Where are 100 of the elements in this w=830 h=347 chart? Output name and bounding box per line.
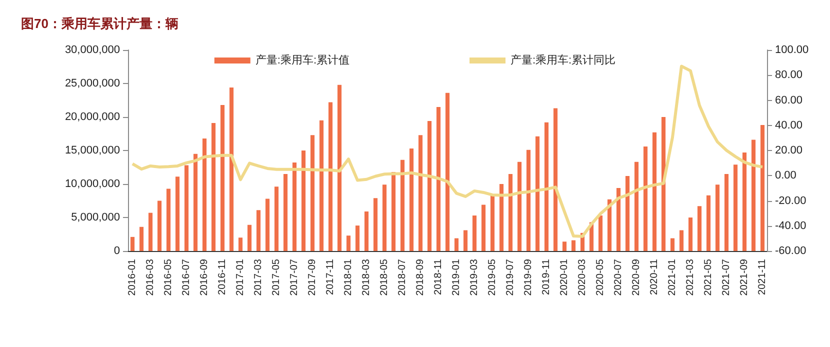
bar	[130, 236, 135, 251]
x-tick-label: 2016-07	[181, 258, 192, 296]
bar	[175, 176, 180, 251]
bar	[697, 206, 702, 251]
bar	[472, 215, 477, 251]
x-tick-label: 2019-05	[487, 258, 498, 296]
legend-label: 产量:乘用车:累计值	[255, 54, 350, 66]
x-tick-label: 2020-03	[577, 258, 588, 296]
bar	[562, 242, 567, 251]
x-tick-label: 2017-01	[235, 258, 246, 296]
bar	[733, 164, 738, 251]
bar	[553, 108, 558, 251]
bar	[463, 230, 468, 251]
x-tick-label: 2020-07	[613, 258, 624, 296]
y-tick-label: 25,000,000	[64, 78, 120, 90]
x-tick-label: 2018-05	[379, 258, 390, 296]
bar	[373, 198, 378, 251]
bar	[337, 84, 342, 251]
bar	[310, 135, 315, 251]
bar	[193, 154, 198, 251]
y-tick-label: 0	[114, 245, 120, 257]
y-tick-label: 15,000,000	[64, 144, 120, 156]
x-tick-label: 2019-11	[541, 258, 552, 295]
bar	[364, 211, 369, 251]
bar	[418, 135, 423, 251]
bar	[319, 120, 324, 251]
bar	[481, 204, 486, 251]
bar	[607, 199, 612, 251]
bar	[679, 230, 684, 251]
bar	[355, 226, 360, 251]
y-tick-label: 30,000,000	[64, 44, 120, 56]
y2-tick-label: 20.00	[775, 144, 803, 156]
bar	[328, 102, 333, 251]
y2-tick-label: 80.00	[775, 69, 803, 82]
bar	[625, 176, 630, 251]
bar	[499, 184, 504, 251]
legend-label: 产量:乘用车:累计同比	[510, 54, 616, 66]
x-tick-label: 2017-11	[325, 258, 336, 295]
y2-tick-label: -40.00	[775, 220, 806, 232]
y-tick-label: 10,000,000	[64, 178, 120, 190]
x-tick-label: 2018-07	[397, 258, 408, 296]
y2-tick-label: 40.00	[775, 119, 803, 132]
bar	[445, 92, 450, 251]
x-tick-label: 2021-07	[721, 258, 732, 296]
bar	[256, 210, 261, 251]
bar	[211, 123, 216, 251]
bar	[157, 200, 162, 251]
bar	[760, 125, 765, 251]
bar	[616, 188, 621, 251]
bar	[724, 174, 729, 251]
x-tick-label: 2018-01	[343, 258, 354, 296]
x-tick-label: 2017-05	[271, 258, 282, 296]
y2-tick-label: -60.00	[775, 245, 806, 257]
bar	[742, 152, 747, 251]
bar	[166, 188, 171, 251]
y2-tick-label: 0.00	[775, 170, 796, 182]
x-tick-label: 2019-01	[451, 258, 462, 296]
x-tick-label: 2016-09	[199, 258, 210, 296]
x-tick-label: 2018-09	[415, 258, 426, 296]
bar	[427, 121, 432, 251]
bar	[265, 198, 270, 251]
bar	[220, 104, 225, 251]
bar	[400, 160, 405, 251]
y2-tick-label: 100.00	[775, 44, 809, 56]
chart-title: 图70：乘用车累计产量：辆	[21, 16, 178, 31]
bar	[202, 138, 207, 251]
x-tick-label: 2020-01	[559, 258, 570, 296]
bar	[643, 146, 648, 251]
x-tick-label: 2020-05	[595, 258, 606, 296]
bar	[391, 172, 396, 251]
x-tick-label: 2016-05	[163, 258, 174, 296]
y2-tick-label: -20.00	[775, 194, 806, 207]
bar	[139, 226, 144, 251]
x-tick-label: 2017-09	[307, 258, 318, 296]
bar	[751, 140, 756, 251]
x-tick-label: 2016-03	[145, 258, 156, 296]
x-tick-label: 2016-01	[127, 258, 138, 296]
bar	[526, 150, 531, 251]
bar	[238, 238, 243, 251]
bar	[454, 238, 459, 251]
x-tick-label: 2016-11	[217, 258, 228, 295]
bar	[283, 174, 288, 251]
bar	[184, 165, 189, 251]
bar	[688, 218, 693, 251]
bar	[706, 195, 711, 251]
x-tick-label: 2021-05	[703, 258, 714, 296]
bar	[661, 117, 666, 251]
bar	[571, 240, 576, 251]
x-tick-label: 2017-07	[289, 258, 300, 296]
x-tick-label: 2018-11	[433, 258, 444, 295]
bar	[652, 132, 657, 251]
bar	[409, 148, 414, 251]
bar	[382, 184, 387, 251]
x-tick-label: 2021-11	[757, 258, 768, 295]
bar	[535, 136, 540, 251]
x-tick-label: 2019-07	[505, 258, 516, 296]
bar	[436, 106, 441, 251]
bar	[301, 150, 306, 251]
bar	[715, 184, 720, 251]
bar	[292, 162, 297, 251]
